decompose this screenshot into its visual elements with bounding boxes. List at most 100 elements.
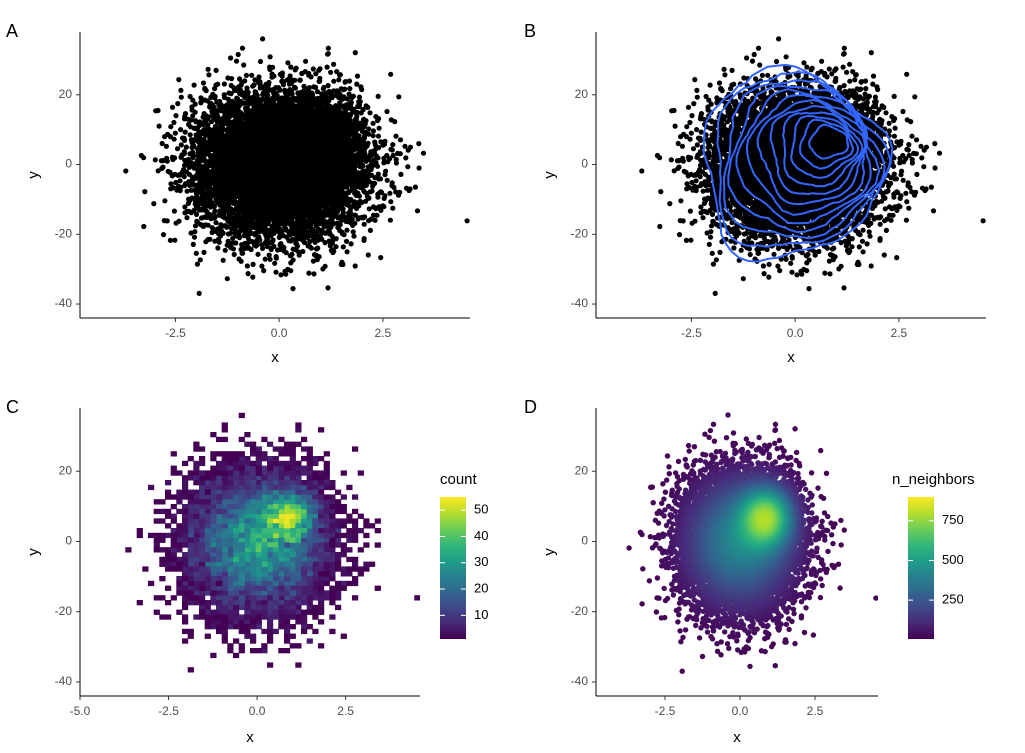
data-point [233,58,240,64]
data-point [221,94,228,101]
data-point [275,247,281,253]
data-point [259,263,265,269]
data-point [285,60,291,66]
data-point [162,198,168,204]
data-point [172,237,178,243]
data-point [363,103,369,109]
data-point [206,72,212,78]
data-point [327,243,333,249]
scatter-points [123,36,470,296]
data-point [168,124,174,130]
data-point [412,184,418,190]
data-point [292,67,298,73]
data-point [178,87,184,93]
data-point [313,71,319,77]
data-point [178,142,184,148]
data-point [228,91,234,97]
data-point [314,89,321,95]
data-point [187,93,193,100]
data-point [261,268,267,274]
data-point [393,160,399,166]
data-point [361,189,367,195]
data-point [398,171,404,177]
data-point [288,260,294,266]
data-point [190,97,196,103]
data-point [155,107,161,114]
data-point [225,238,231,244]
data-point [390,205,396,211]
data-point [378,255,384,261]
data-point [337,72,343,78]
data-point [464,218,470,224]
data-point [192,109,198,115]
data-point [187,132,193,138]
data-point [371,212,377,218]
data-point [200,80,207,86]
data-point [388,71,394,77]
data-point [276,234,282,240]
data-point [239,45,246,51]
data-point [397,137,404,143]
data-point [320,86,326,92]
data-point [333,244,339,250]
data-point [174,146,181,152]
data-point [182,210,188,216]
data-point [344,227,350,233]
data-point [356,94,362,100]
data-point [336,77,342,83]
data-point [205,66,211,72]
data-point [395,150,401,156]
data-point [159,140,165,147]
data-point [235,51,241,58]
data-point [141,223,147,230]
data-point [222,247,228,253]
data-point [171,136,177,142]
data-point [190,241,196,247]
data-point [156,123,162,129]
data-point [337,100,343,106]
data-point [331,61,337,67]
data-point [375,133,381,139]
data-point [322,240,328,246]
data-point [340,244,346,250]
data-point [193,250,199,256]
data-point [367,227,373,233]
data-point [388,199,394,205]
data-point [300,248,306,255]
data-point [123,168,129,174]
data-point [184,215,190,221]
data-point [350,93,356,99]
data-point [169,104,176,110]
data-point [230,235,236,241]
data-point [403,155,409,161]
data-point [346,78,353,84]
data-point [370,120,376,126]
data-point [346,91,352,97]
data-point [350,229,356,235]
plot-area [123,36,470,296]
data-point [416,141,422,147]
data-point [393,133,399,139]
data-point [228,55,234,61]
data-point [320,266,326,272]
data-point [262,256,268,262]
data-point [184,188,190,194]
data-point [192,223,199,229]
data-point [183,144,189,150]
panel-letter: A [6,21,18,41]
data-point [194,261,200,267]
data-point [347,86,353,92]
data-point [301,83,307,89]
data-point [352,263,358,269]
data-point [245,271,251,277]
data-point [390,152,396,159]
data-point [266,252,272,258]
data-point [260,36,266,42]
data-point [289,77,295,83]
data-point [358,84,364,90]
data-point [296,252,302,258]
data-point [155,168,161,174]
data-point [311,252,318,258]
